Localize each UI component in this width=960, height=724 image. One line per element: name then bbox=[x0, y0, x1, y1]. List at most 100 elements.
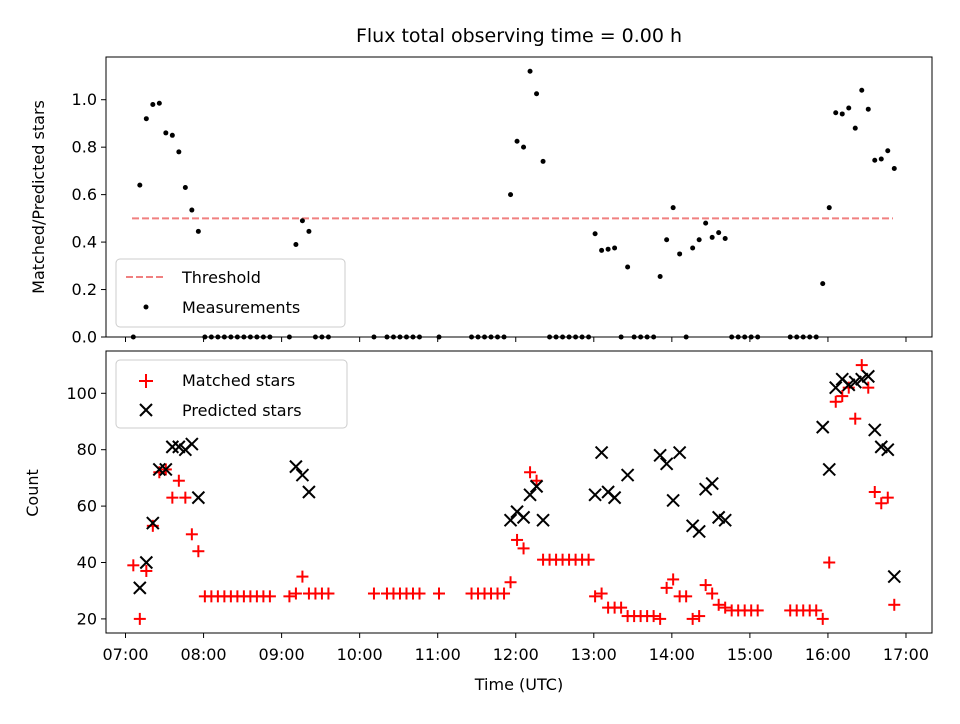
measurement-point bbox=[527, 68, 533, 74]
predicted-star-point bbox=[829, 380, 843, 395]
measurement-point bbox=[716, 230, 722, 236]
y-tick-label: 0.6 bbox=[72, 185, 97, 204]
predicted-star-point bbox=[295, 468, 310, 482]
predicted-star-point bbox=[718, 513, 732, 527]
measurement-point bbox=[534, 91, 540, 97]
x-tick-label: 13:00 bbox=[571, 645, 617, 664]
predicted-star-point bbox=[705, 476, 719, 491]
y-tick-label: 0.2 bbox=[72, 280, 97, 299]
ratio-legend: Threshold Measurements bbox=[115, 258, 346, 328]
measurement-point bbox=[150, 101, 156, 107]
matched-star-point bbox=[263, 590, 276, 603]
y-tick-label: 1.0 bbox=[72, 90, 97, 109]
matched-star-point bbox=[816, 612, 829, 625]
matched-star-point bbox=[511, 533, 524, 546]
matched-star-point bbox=[498, 587, 511, 600]
matched-star-point bbox=[172, 474, 185, 487]
predicted-star-point bbox=[816, 420, 830, 434]
matched-star-point bbox=[517, 542, 530, 555]
predicted-star-point bbox=[672, 445, 687, 460]
matched-star-point bbox=[289, 587, 302, 600]
predicted-star-point bbox=[191, 490, 206, 505]
measurement-point bbox=[156, 100, 162, 106]
measurement-point bbox=[891, 166, 897, 172]
measurement-point bbox=[299, 218, 305, 224]
matched-star-point bbox=[719, 601, 732, 614]
matched-star-point bbox=[595, 587, 608, 600]
measurement-point bbox=[182, 185, 188, 191]
predicted-star-point bbox=[653, 448, 667, 463]
x-tick-label: 12:00 bbox=[493, 645, 539, 664]
y-tick-label: 20 bbox=[77, 609, 97, 628]
measurement-point bbox=[664, 237, 670, 243]
matched-star-point bbox=[836, 390, 849, 403]
measurement-point bbox=[690, 245, 696, 251]
matched-star-point bbox=[680, 590, 693, 603]
matched-star-point bbox=[829, 395, 842, 408]
matched-star-point bbox=[524, 466, 537, 479]
measurement-point bbox=[599, 247, 605, 253]
matched-star-point bbox=[413, 587, 426, 600]
matched-star-point bbox=[582, 553, 595, 566]
x-tick-label: 07:00 bbox=[102, 645, 148, 664]
predicted-star-point bbox=[503, 513, 518, 527]
count-legend: Matched stars Predicted stars bbox=[115, 359, 348, 429]
matched-star-point bbox=[322, 587, 335, 600]
measurement-point bbox=[306, 228, 312, 234]
measurement-point bbox=[195, 228, 201, 234]
matched-star-point bbox=[179, 491, 192, 504]
measurement-point bbox=[508, 192, 514, 198]
measurement-point bbox=[833, 110, 839, 116]
predicted-star-point bbox=[822, 462, 836, 477]
matched-star-point bbox=[686, 612, 699, 625]
matched-star-point bbox=[751, 604, 764, 617]
predicted-legend-marker bbox=[139, 403, 153, 417]
measurement-point bbox=[859, 87, 865, 93]
measurement-point bbox=[703, 220, 709, 226]
matched-star-point bbox=[881, 491, 894, 504]
measurement-point bbox=[852, 125, 858, 131]
measurement-point bbox=[885, 148, 891, 154]
predicted-star-point bbox=[289, 459, 303, 474]
measurement-point bbox=[865, 106, 871, 112]
predicted-star-point bbox=[594, 445, 609, 460]
ratio-y-axis-label: Matched/Predicted stars bbox=[29, 100, 48, 294]
measurement-point bbox=[625, 264, 631, 270]
matched-star-point bbox=[433, 587, 446, 600]
predicted-star-point bbox=[588, 488, 602, 502]
matched-star-point bbox=[192, 545, 205, 558]
measurement-point bbox=[143, 116, 149, 122]
measurement-point bbox=[521, 144, 527, 150]
matched-star-point bbox=[875, 497, 888, 510]
predicted-star-point bbox=[516, 510, 531, 525]
matched-star-point bbox=[855, 359, 868, 372]
x-tick-label: 15:00 bbox=[727, 645, 773, 664]
measurement-point bbox=[163, 130, 169, 136]
x-tick-label: 08:00 bbox=[181, 645, 227, 664]
matched-star-point bbox=[367, 587, 380, 600]
matched-star-point bbox=[868, 486, 881, 498]
measurement-point bbox=[169, 132, 175, 138]
predicted-star-point bbox=[146, 516, 160, 530]
chart-title: Flux total observing time = 0.00 h bbox=[356, 25, 682, 47]
matched-star-point bbox=[699, 579, 712, 592]
matched-star-point bbox=[296, 570, 309, 583]
count-legend-box bbox=[115, 359, 348, 429]
matched-star-point bbox=[706, 587, 719, 600]
predicted-star-point bbox=[692, 524, 706, 539]
predicted-star-point bbox=[302, 485, 316, 499]
predicted-star-point bbox=[523, 488, 537, 502]
matched-star-point bbox=[504, 576, 517, 589]
matched-star-point bbox=[127, 559, 140, 572]
measurement-point bbox=[293, 241, 299, 247]
measurement-point bbox=[709, 234, 715, 240]
x-tick-label: 17:00 bbox=[883, 645, 929, 664]
matched-star-point bbox=[654, 612, 667, 625]
measurement-point bbox=[592, 231, 598, 237]
x-tick-label: 11:00 bbox=[415, 645, 461, 664]
matched-star-point bbox=[712, 598, 725, 611]
predicted-star-point bbox=[165, 440, 180, 454]
measurement-point bbox=[670, 205, 676, 211]
matched-star-point bbox=[166, 491, 179, 504]
matched-star-point bbox=[667, 573, 680, 586]
